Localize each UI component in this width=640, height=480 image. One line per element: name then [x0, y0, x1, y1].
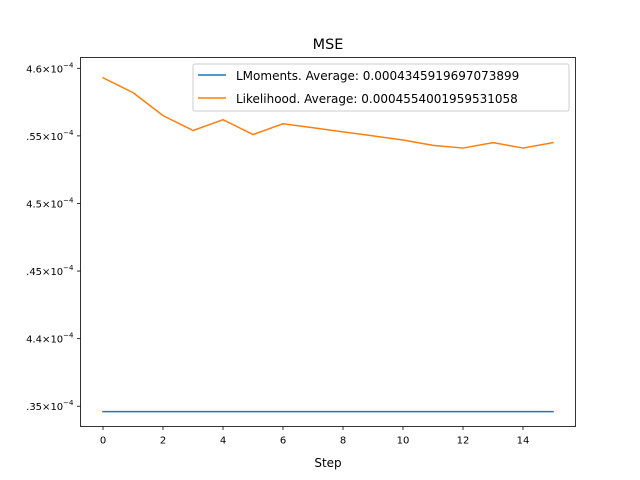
y-tick-times: ×: [42, 402, 50, 413]
y-tick-times: ×: [42, 132, 50, 143]
y-tick-times: ×: [42, 64, 50, 75]
x-tick-label: 0: [100, 436, 106, 447]
y-tick-base: 10: [50, 64, 63, 75]
y-tick-label: .55×10−4: [26, 129, 74, 143]
y-tick-base: 10: [50, 402, 63, 413]
y-tick-mantissa: .35: [26, 402, 42, 413]
legend-label-lmoments: LMoments. Average: 0.0004345919697073899: [236, 69, 519, 83]
legend-box: [192, 63, 570, 112]
x-tick-label: 12: [457, 436, 470, 447]
x-tick-label: 2: [160, 436, 166, 447]
y-tick-exponent: −4: [63, 399, 74, 407]
y-tick-times: ×: [42, 267, 50, 278]
axes-layer: 0 2 4 6 8 10 12 14.35×10−44.4×10−4.45×10−44.5×1…: [26, 61, 529, 446]
y-tick-times: ×: [42, 335, 50, 346]
plot-frame: [80, 57, 576, 427]
y-tick-mantissa: .55: [26, 132, 42, 143]
y-tick-exponent: −4: [63, 332, 74, 340]
y-tick-exponent: −4: [63, 129, 74, 137]
y-tick-base: 10: [50, 335, 63, 346]
legend-label-likelihood: Likelihood. Average: 0.00045540019595310…: [236, 92, 518, 106]
x-tick-label: 14: [517, 436, 530, 447]
y-tick-base: 10: [50, 199, 63, 210]
x-axis-label: Step: [314, 456, 341, 470]
chart-title: MSE: [313, 37, 344, 53]
y-tick-mantissa: 4.6: [26, 64, 42, 75]
legend: LMoments. Average: 0.0004345919697073899…: [192, 63, 570, 112]
y-tick-exponent: −4: [63, 264, 74, 272]
y-tick-times: ×: [42, 199, 50, 210]
y-tick-label: 4.5×10−4: [26, 196, 74, 210]
y-tick-mantissa: 4.5: [26, 199, 42, 210]
x-tick-label: 4: [220, 436, 226, 447]
y-tick-exponent: −4: [63, 196, 74, 204]
y-tick-mantissa: .45: [26, 267, 42, 278]
y-tick-label: 4.4×10−4: [26, 332, 74, 346]
y-tick-exponent: −4: [63, 61, 74, 69]
y-tick-label: .35×10−4: [26, 399, 74, 413]
series-layer: [101, 76, 554, 413]
y-tick-base: 10: [50, 267, 63, 278]
series-line-likelihood: [101, 76, 554, 149]
y-tick-label: 4.6×10−4: [26, 61, 74, 75]
y-tick-mantissa: 4.4: [26, 335, 42, 346]
y-tick-base: 10: [50, 132, 63, 143]
y-tick-label: .45×10−4: [26, 264, 74, 278]
x-tick-label: 10: [397, 436, 410, 447]
x-tick-label: 6: [280, 436, 286, 447]
x-tick-label: 8: [340, 436, 346, 447]
